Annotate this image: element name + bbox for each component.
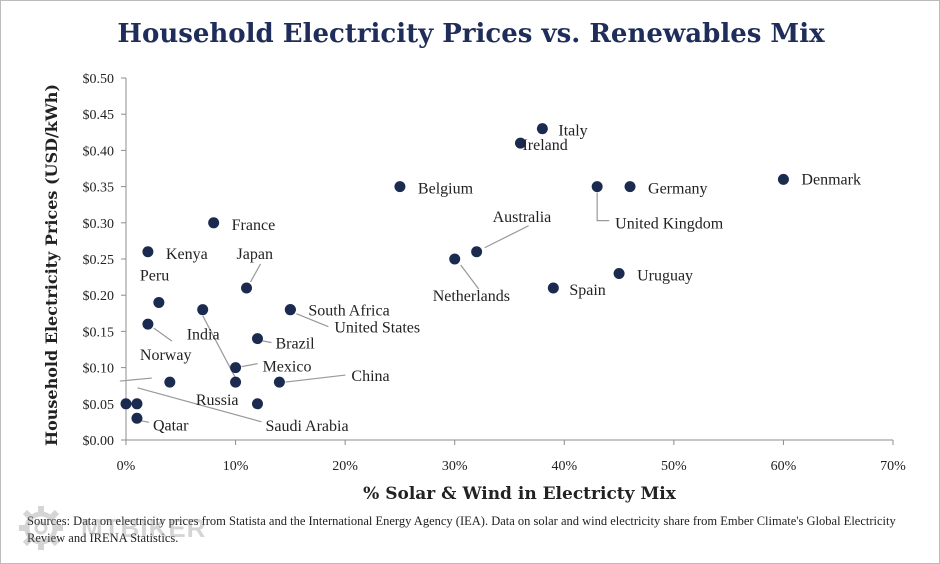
y-tick-label: $0.20 xyxy=(83,289,115,304)
y-tick-label: $0.50 xyxy=(83,72,115,87)
data-point xyxy=(142,246,154,258)
data-point xyxy=(514,137,526,149)
leader-line xyxy=(241,363,258,368)
y-tick-label: $0.35 xyxy=(83,181,115,196)
data-point xyxy=(120,398,132,410)
point-label: Netherlands xyxy=(433,288,510,305)
y-tick-label: $0.25 xyxy=(83,253,115,268)
data-point xyxy=(536,123,548,135)
leader-line xyxy=(153,327,173,342)
data-point xyxy=(251,398,263,410)
y-tick-label: $0.05 xyxy=(83,398,115,413)
point-label: South Africa xyxy=(308,303,389,320)
data-point xyxy=(197,304,209,316)
data-point xyxy=(142,318,154,330)
gear-icon xyxy=(19,506,63,550)
x-tick-label: 0% xyxy=(117,459,136,474)
y-tick-label: $0.15 xyxy=(83,325,115,340)
point-label: Spain xyxy=(569,282,605,299)
data-point xyxy=(241,282,253,294)
data-point xyxy=(230,376,242,388)
data-point xyxy=(208,217,220,229)
y-axis-title: Household Electricity Prices (USD/kWh) xyxy=(42,84,61,446)
leader-line xyxy=(250,263,262,283)
x-tick-label: 20% xyxy=(332,459,358,474)
point-label: Uruguay xyxy=(637,267,693,284)
chart-title: Household Electricity Prices vs. Renewab… xyxy=(117,19,825,49)
point-label: Italy xyxy=(558,123,587,140)
point-label: Australia xyxy=(493,209,552,226)
x-axis-title: % Solar & Wind in Electricty Mix xyxy=(363,484,677,504)
leader-line xyxy=(261,340,272,344)
data-point xyxy=(284,304,296,316)
leader-line xyxy=(460,264,480,290)
leader-line xyxy=(285,374,346,383)
leader-line xyxy=(596,192,610,222)
point-label: Ireland xyxy=(522,137,567,154)
point-label: China xyxy=(351,368,389,385)
data-point xyxy=(624,181,636,193)
point-label: Norway xyxy=(140,347,192,364)
y-tick-label: $0.45 xyxy=(83,108,115,123)
data-point xyxy=(777,173,789,185)
data-point xyxy=(131,412,143,424)
point-label: Germany xyxy=(648,181,708,198)
point-label: Brazil xyxy=(275,336,315,353)
point-label: Mexico xyxy=(263,359,312,376)
data-point xyxy=(230,362,242,374)
y-tick-label: $0.00 xyxy=(83,434,115,449)
x-tick-label: 50% xyxy=(661,459,687,474)
point-label: United States xyxy=(334,320,420,337)
y-tick-label: $0.40 xyxy=(83,144,115,159)
leader-line xyxy=(137,387,262,423)
x-tick-label: 40% xyxy=(551,459,577,474)
data-point xyxy=(131,398,143,410)
point-label: United Kingdom xyxy=(615,216,724,233)
data-point xyxy=(251,333,263,345)
data-point xyxy=(449,253,461,265)
watermark: MTBIKER xyxy=(15,503,205,553)
x-tick-label: 70% xyxy=(880,459,906,474)
data-point xyxy=(613,267,625,279)
source-note: Sources: Data on electricity prices from… xyxy=(27,514,896,545)
x-tick-label: 10% xyxy=(223,459,249,474)
data-point xyxy=(547,282,559,294)
leader-line xyxy=(119,377,152,382)
point-label: Russia xyxy=(196,392,239,409)
point-label: Kenya xyxy=(166,246,208,263)
point-label: Qatar xyxy=(153,417,189,434)
data-point xyxy=(273,376,285,388)
y-tick-label: $0.30 xyxy=(83,217,115,232)
point-label: Japan xyxy=(237,246,273,263)
leader-line xyxy=(296,313,329,328)
point-label: Belgium xyxy=(418,181,474,198)
x-tick-label: 30% xyxy=(442,459,468,474)
data-point xyxy=(591,181,603,193)
leader-line xyxy=(484,225,529,249)
data-point xyxy=(394,181,406,193)
point-label: Denmark xyxy=(801,171,861,188)
data-point xyxy=(153,296,165,308)
point-label: Peru xyxy=(140,267,169,284)
y-tick-label: $0.10 xyxy=(83,362,115,377)
data-point xyxy=(164,376,176,388)
point-label: France xyxy=(232,217,276,234)
point-label: Saudi Arabia xyxy=(265,418,348,435)
watermark-text: MTBIKER xyxy=(81,513,207,543)
data-point xyxy=(471,246,483,258)
x-tick-label: 60% xyxy=(771,459,797,474)
point-label: India xyxy=(187,327,220,344)
